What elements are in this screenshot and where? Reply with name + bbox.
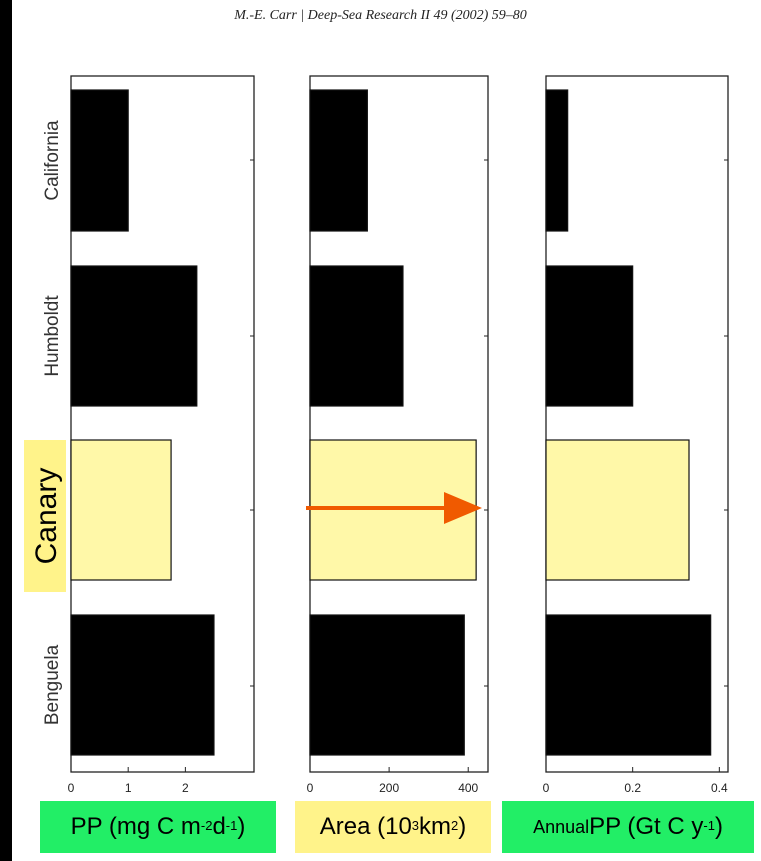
bar-humboldt [309,265,404,407]
bar-california [70,89,129,232]
panel-frame [545,75,729,773]
x-tick-label: 400 [458,781,478,795]
x-tick-label: 0.4 [711,781,728,795]
area-unit-pre: Area (10 [319,813,412,840]
bar-benguela [309,614,465,756]
panel-frame [309,75,489,773]
x-tick-label: 0 [543,781,550,795]
x-tick-label: 1 [125,781,132,795]
pp-unit-mid: d [212,813,226,840]
area-unit-label: Area (10 3 km 2) [295,801,491,853]
bar-humboldt [70,265,198,407]
category-label-benguela: Benguela [42,644,63,725]
x-tick-label: 2 [182,781,189,795]
x-tick-label: 0 [307,781,314,795]
bar-benguela [545,614,712,756]
pp-unit-post: ) [237,813,246,840]
annual-unit-sup1: -1 [703,817,715,833]
annual-pp-unit-label: Annual PP (Gt C y -1) [502,801,754,853]
category-label-humboldt: Humboldt [42,295,63,377]
bar-california [309,89,368,232]
category-label-canary: Canary [30,468,63,565]
pp-unit-sup2: -1 [225,817,238,833]
annotation-arrow-head [444,492,482,524]
area-unit-sup1: 3 [411,817,420,833]
bar-canary [545,439,690,581]
bar-benguela [70,614,215,756]
pp-unit-pre: PP (mg C m [70,813,201,840]
pp-unit-sup1: -2 [200,817,213,833]
annual-unit-post: ) [714,813,723,840]
area-unit-post: ) [458,813,467,840]
pp-unit-label: PP (mg C m -2 d -1) [40,801,276,853]
bar-california [545,89,569,232]
x-tick-label: 200 [379,781,399,795]
x-tick-label: 0 [68,781,75,795]
bar-humboldt [545,265,634,407]
annual-word: Annual [533,816,590,837]
category-label-california: California [42,120,63,201]
x-tick-label: 0.2 [624,781,641,795]
canary-label-highlight [24,440,66,592]
panel-frame [70,75,255,773]
bar-canary [70,439,172,581]
area-unit-sup2: 2 [451,817,459,833]
annual-unit-pre: PP (Gt C y [589,813,704,840]
citation-header: M.-E. Carr | Deep-Sea Research II 49 (20… [234,8,527,23]
area-unit-mid: km [419,813,452,840]
